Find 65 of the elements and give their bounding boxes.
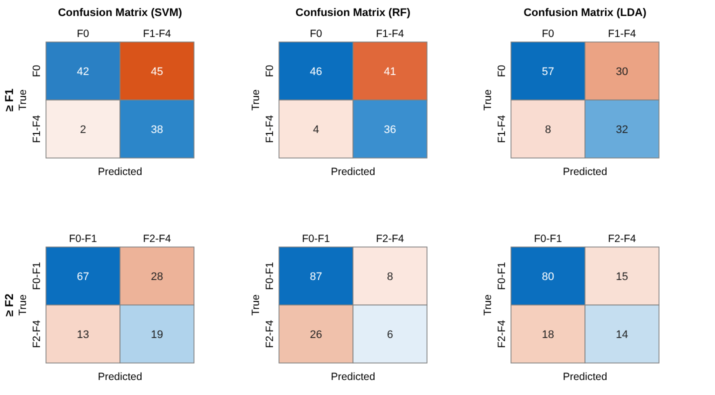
x-tick-label: F2-F4 — [608, 233, 636, 245]
y-tick-label: F0-F1 — [496, 262, 508, 290]
y-tick-label: F0 — [264, 64, 276, 78]
y-tick-label: F0-F1 — [31, 262, 43, 290]
text: ≥ F2 — [4, 294, 16, 316]
y-axis-title: True — [17, 89, 29, 111]
x-tick-label: F1-F4 — [142, 28, 172, 40]
chart-title: Confusion Matrix (LDA) — [524, 7, 647, 19]
x-tick-label: F0 — [310, 28, 322, 40]
y-tick-label: F2-F4 — [31, 320, 43, 348]
y-tick-label: F0-F1 — [264, 262, 276, 290]
chart-title: Confusion Matrix (RF) — [296, 7, 411, 19]
x-tick-label: F1-F4 — [376, 28, 404, 40]
data-label: 46 — [310, 66, 322, 78]
x-tick-label: F1-F4 — [608, 28, 636, 40]
data-label: 36 — [384, 124, 396, 136]
chart-title: Confusion Matrix (SVM) — [58, 7, 182, 19]
y-axis-title: True — [482, 294, 494, 316]
x-tick-label: F0-F1 — [302, 233, 330, 245]
y-axis-title: True — [250, 294, 262, 316]
x-axis-title: Predicted — [98, 371, 142, 383]
data-label: 45 — [150, 66, 164, 78]
y-tick-label: F1-F4 — [31, 114, 43, 144]
data-label: 18 — [542, 328, 554, 341]
x-tick-label: F0 — [542, 28, 554, 40]
x-axis-title: Predicted — [562, 371, 608, 383]
y-tick-label: F0 — [496, 64, 508, 78]
x-axis-title: Predicted — [330, 166, 376, 178]
text: ≥ F1 — [4, 88, 16, 112]
data-label: 14 — [616, 328, 628, 341]
x-axis-title: Predicted — [562, 166, 608, 178]
data-label: 28 — [150, 270, 164, 283]
y-tick-label: F1-F4 — [496, 114, 508, 144]
data-label: 32 — [616, 124, 628, 136]
data-label: 2 — [80, 124, 86, 136]
y-axis-title: True — [17, 294, 29, 316]
y-tick-label: F2-F4 — [496, 320, 508, 348]
data-label: 8 — [386, 270, 394, 283]
y-axis-title: True — [482, 89, 494, 111]
data-label: 87 — [310, 270, 322, 283]
data-label: 13 — [76, 328, 90, 341]
y-axis-title: True — [250, 89, 262, 111]
x-tick-label: F0-F1 — [534, 233, 562, 245]
x-tick-label: F2-F4 — [142, 233, 172, 245]
data-label: 41 — [384, 66, 396, 78]
data-label: 4 — [312, 124, 320, 136]
x-axis-title: Predicted — [98, 166, 142, 178]
data-label: 8 — [544, 124, 552, 136]
data-label: 26 — [310, 328, 322, 341]
x-tick-label: F2-F4 — [376, 233, 404, 245]
data-label: 6 — [386, 328, 394, 341]
x-tick-label: F0-F1 — [68, 233, 98, 245]
x-axis-title: Predicted — [330, 371, 376, 383]
y-tick-label: F1-F4 — [264, 114, 276, 144]
data-label: 42 — [76, 66, 90, 78]
data-label: 57 — [542, 66, 554, 78]
data-label: 19 — [150, 328, 164, 341]
data-label: 15 — [616, 270, 628, 283]
x-tick-label: F0 — [76, 28, 90, 40]
y-tick-label: F2-F4 — [264, 320, 276, 348]
data-label: 67 — [76, 270, 90, 283]
data-label: 38 — [150, 124, 164, 136]
y-tick-label: F0 — [31, 64, 43, 78]
data-label: 80 — [542, 270, 554, 283]
data-label: 30 — [616, 66, 628, 78]
